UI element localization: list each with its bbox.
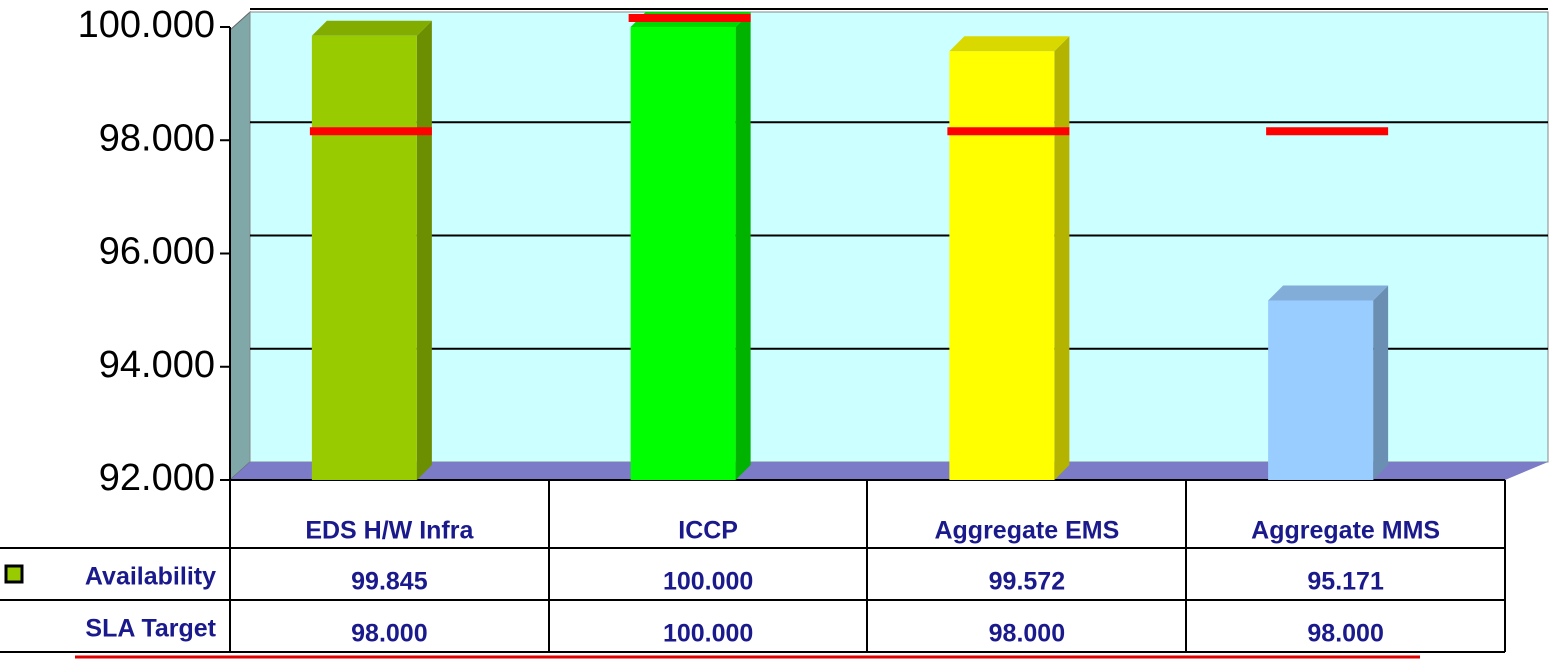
bar-side (735, 12, 751, 480)
y-tick-label: 98.000 (99, 117, 215, 159)
y-tick-label: 96.000 (99, 231, 215, 273)
y-tick-label: 92.000 (99, 457, 215, 499)
bar-side (1373, 285, 1389, 480)
category-label: ICCP (678, 517, 738, 545)
target-line (309, 127, 432, 136)
category-label: Aggregate MMS (1251, 517, 1440, 545)
bar (949, 51, 1055, 480)
table-value: 98.000 (989, 620, 1065, 648)
y-tick-label: 94.000 (99, 344, 215, 386)
table-value: 95.171 (1307, 568, 1384, 596)
table-value: 99.572 (989, 568, 1065, 596)
bar (311, 35, 417, 480)
floor (230, 462, 1548, 480)
category-label: EDS H/W Infra (305, 517, 474, 545)
side-wall (229, 10, 251, 482)
legend-label: Availability (85, 563, 216, 591)
target-line (947, 127, 1070, 136)
table-value: 100.000 (663, 568, 753, 596)
bar-side (1054, 36, 1070, 480)
bar-top (949, 36, 1070, 52)
table-value: 98.000 (1307, 620, 1383, 648)
bar (1268, 300, 1374, 480)
table-value: 100.000 (663, 620, 753, 648)
bar-side (416, 20, 432, 480)
table-value: 99.845 (351, 568, 428, 596)
bar-top (311, 20, 432, 36)
bar-top (1268, 285, 1389, 301)
y-tick-label: 100.000 (78, 4, 215, 46)
category-label: Aggregate EMS (934, 517, 1119, 545)
bar (630, 27, 736, 480)
target-line (628, 14, 751, 22)
table-value: 98.000 (351, 620, 427, 648)
data-table (0, 479, 1506, 653)
target-line (1266, 127, 1389, 136)
legend-label: SLA Target (85, 615, 216, 643)
legend-swatch (4, 564, 24, 584)
